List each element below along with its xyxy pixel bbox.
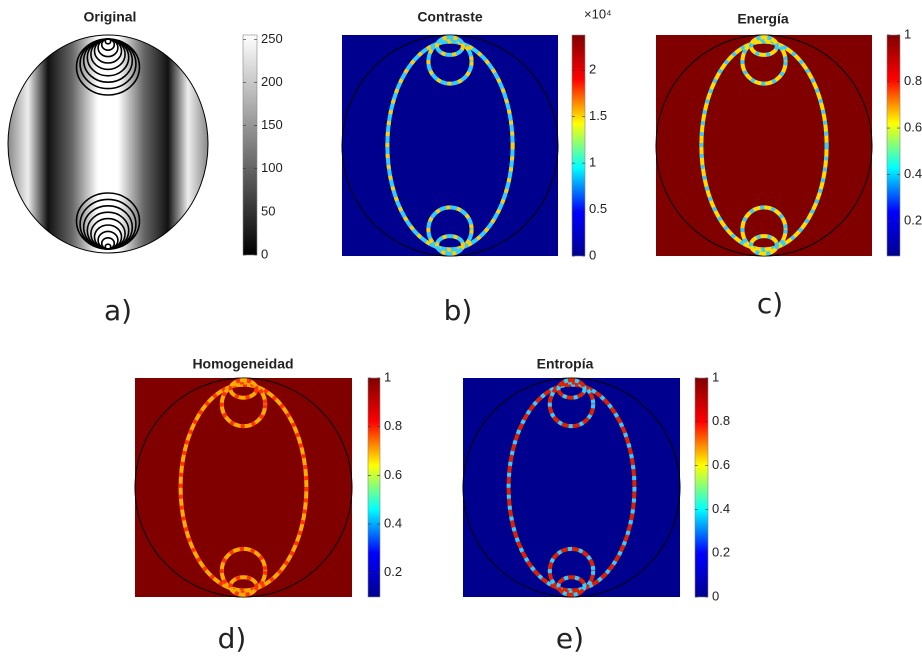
fringe-ring: [75, 192, 141, 250]
colorbar-tick-label: 0.8: [384, 418, 402, 433]
panel: Energía c) 0.2 0.4 0.6 0.8 1: [655, 11, 922, 320]
image-background: [656, 35, 872, 256]
colorbar-tick-label: 0.4: [904, 166, 922, 181]
colorbar-tick-label: 0.8: [712, 413, 730, 428]
contour: [740, 205, 788, 254]
contour: [219, 546, 268, 595]
colorbar-tick-label: 1.5: [589, 108, 607, 123]
image-background: [463, 378, 680, 597]
colorbar-tick-label: 0.6: [904, 119, 922, 134]
panel: Contraste b) 0 0.5 1 1.5 2 ×10⁴: [341, 6, 612, 327]
contour: [556, 575, 587, 597]
contour: [699, 39, 829, 252]
panel-title: Homogeneidad: [192, 356, 293, 372]
colorbar-tick-label: 0: [712, 588, 719, 603]
colorbar-tick-label: 150: [261, 117, 283, 132]
panel-title: Energía: [737, 11, 789, 27]
colorbar-tick-label: 250: [261, 31, 283, 46]
panel: Homogeneidad d) 0.2 0.4 0.6 0.8 1: [134, 356, 402, 655]
contour: [426, 37, 474, 86]
colorbar-tick-label: 100: [261, 160, 283, 175]
contour: [547, 380, 596, 429]
panel-caption: c): [757, 287, 783, 320]
contour: [556, 378, 587, 400]
colorbar-tick-label: 1: [904, 26, 911, 41]
colorbar: [694, 377, 709, 598]
colorbar-tick-label: 0: [261, 246, 268, 261]
colorbar-tick-label: 0.5: [589, 201, 607, 216]
panel-caption: e): [556, 622, 584, 655]
colorbar-tick-label: 0.4: [384, 515, 402, 530]
contour: [740, 37, 788, 86]
contour: [385, 39, 515, 252]
colorbar: [367, 377, 381, 598]
colorbar-tick-label: 0.2: [712, 545, 730, 560]
contour: [435, 234, 465, 256]
panel: Entropía e) 0 0.2 0.4 0.6 0.8 1: [462, 356, 730, 655]
colorbar-tick-label: 0.6: [712, 457, 730, 472]
panel-caption: a): [104, 294, 132, 327]
panel-title: Original: [84, 9, 137, 25]
contour: [228, 575, 259, 597]
image-background: [135, 378, 352, 597]
circle-outline: [341, 34, 559, 257]
contour: [749, 234, 779, 256]
colorbar: [571, 34, 586, 257]
panel-title: Entropía: [537, 356, 594, 372]
fringe-ring: [75, 38, 141, 96]
colorbar: [242, 34, 258, 256]
colorbar: [886, 34, 901, 257]
colorbar-tick-label: 1: [589, 155, 596, 170]
fringe-image: [7, 34, 209, 254]
colorbar-tick-label: 2: [589, 62, 596, 77]
colorbar-tick-label: 1: [384, 369, 391, 384]
contour: [506, 382, 637, 593]
circle-outline: [655, 34, 873, 257]
colorbar-tick-label: 0.2: [384, 564, 402, 579]
panel: Original a) 0 50 100 150 200 250: [7, 9, 283, 327]
contour: [426, 205, 474, 254]
contour: [178, 382, 309, 593]
circle-outline: [134, 377, 353, 598]
colorbar-tick-label: 0.2: [904, 213, 922, 228]
colorbar-tick-label: 0.8: [904, 73, 922, 88]
panel-caption: b): [444, 294, 473, 327]
colorbar-tick-label: 0: [589, 247, 596, 262]
colorbar-tick-label: 50: [261, 203, 275, 218]
contour: [749, 35, 779, 57]
contour: [228, 378, 259, 400]
contour: [547, 546, 596, 595]
colorbar-tick-label: 0.4: [712, 501, 730, 516]
colorbar-tick-label: 0.6: [384, 467, 402, 482]
panel-title: Contraste: [417, 9, 483, 25]
circle-outline: [462, 377, 681, 598]
image-background: [342, 35, 558, 256]
colorbar-tick-label: 1: [712, 369, 719, 384]
colorbar-multiplier: ×10⁴: [584, 6, 612, 21]
contour: [219, 380, 268, 429]
panel-caption: d): [218, 622, 247, 655]
colorbar-tick-label: 200: [261, 74, 283, 89]
contour: [435, 35, 465, 57]
